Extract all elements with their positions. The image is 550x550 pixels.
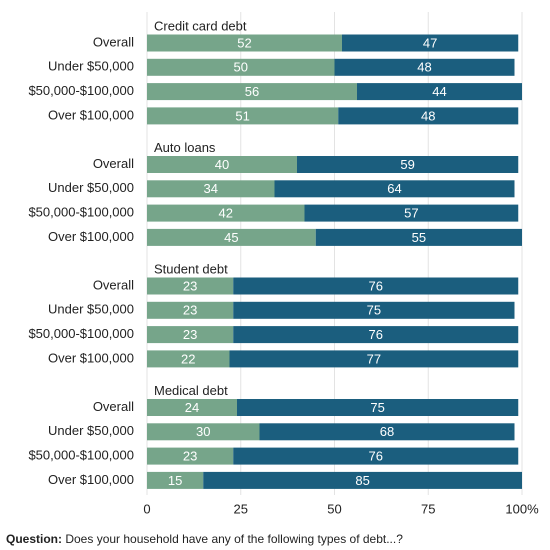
category-label: $50,000-$100,000: [28, 448, 134, 463]
page: 0 25 50 75 100% Credit card debt Overall 52 47 Un…: [6, 12, 540, 546]
bar-segment: [147, 204, 305, 222]
bar-segment: [147, 228, 316, 246]
chart: 0 25 50 75 100% Credit card debt Overall 52 47 Un…: [28, 12, 539, 516]
bar-segment: [147, 350, 230, 368]
value-label: 48: [417, 60, 431, 75]
group-title: Student debt: [154, 261, 228, 276]
group-title: Auto loans: [154, 140, 216, 155]
value-label: 76: [369, 327, 383, 342]
bar-segment: [334, 58, 515, 76]
value-label: 23: [183, 278, 197, 293]
value-label: 50: [234, 60, 248, 75]
bar-segment: [233, 326, 519, 344]
bar-segment: [147, 277, 234, 295]
value-label: 85: [355, 473, 369, 488]
bar-segment: [274, 180, 515, 198]
bar-segment: [147, 447, 234, 465]
bar-segment: [233, 301, 515, 319]
value-label: 75: [367, 303, 381, 318]
value-label: 52: [237, 35, 251, 50]
category-label: $50,000-$100,000: [28, 205, 134, 220]
value-label: 57: [404, 206, 418, 221]
value-label: 30: [196, 424, 210, 439]
category-label: Under $50,000: [48, 302, 134, 317]
value-label: 24: [185, 400, 199, 415]
bar-segment: [147, 423, 260, 441]
value-label: 44: [432, 84, 446, 99]
value-label: 55: [412, 230, 426, 245]
value-label: 42: [219, 206, 233, 221]
category-label: Overall: [93, 34, 134, 49]
bar-segment: [342, 34, 519, 52]
x-tick-label: 50: [327, 501, 341, 516]
question-label: Question:: [6, 532, 62, 546]
category-label: Over $100,000: [48, 472, 134, 487]
value-label: 15: [168, 473, 182, 488]
value-label: 34: [204, 181, 218, 196]
value-label: 40: [215, 157, 229, 172]
bar-segment: [147, 326, 234, 344]
category-label: Overall: [93, 156, 134, 171]
value-label: 76: [369, 278, 383, 293]
value-label: 23: [183, 327, 197, 342]
category-label: Under $50,000: [48, 423, 134, 438]
value-label: 45: [224, 230, 238, 245]
value-label: 76: [369, 449, 383, 464]
x-tick-label: 0: [143, 501, 150, 516]
bar-segment: [304, 204, 519, 222]
value-label: 23: [183, 449, 197, 464]
question-text: Does your household have any of the foll…: [65, 532, 403, 546]
value-label: 48: [421, 108, 435, 123]
category-label: $50,000-$100,000: [28, 326, 134, 341]
x-tick-label: 100%: [505, 501, 539, 516]
group-title: Medical debt: [154, 383, 228, 398]
category-label: Under $50,000: [48, 59, 134, 74]
category-label: Over $100,000: [48, 107, 134, 122]
value-label: 59: [400, 157, 414, 172]
category-label: Over $100,000: [48, 350, 134, 365]
bar-segment: [147, 399, 237, 416]
value-label: 77: [367, 351, 381, 366]
bar-segment: [259, 423, 515, 441]
bar-segment: [147, 156, 297, 173]
value-label: 23: [183, 303, 197, 318]
bar-segment: [147, 58, 335, 76]
value-label: 68: [380, 424, 394, 439]
value-label: 22: [181, 351, 195, 366]
bar-segment: [229, 350, 519, 368]
bar-segment: [147, 471, 204, 489]
bar-segment: [315, 228, 522, 246]
bar-segment: [233, 277, 519, 295]
value-label: 64: [387, 181, 401, 196]
category-label: Under $50,000: [48, 180, 134, 195]
bar-segment: [237, 399, 519, 416]
value-label: 75: [370, 400, 384, 415]
bar-segment: [203, 471, 522, 489]
bar-segment: [147, 107, 339, 125]
category-label: Overall: [93, 277, 134, 292]
bar-segment: [147, 301, 234, 319]
category-label: Over $100,000: [48, 229, 134, 244]
category-label: $50,000-$100,000: [28, 83, 134, 98]
bar-segment: [147, 180, 275, 198]
bar-segment: [338, 107, 519, 125]
bar-segment: [297, 156, 519, 173]
value-label: 47: [423, 35, 437, 50]
value-label: 51: [235, 108, 249, 123]
category-label: Overall: [93, 399, 134, 414]
group-title: Credit card debt: [154, 18, 247, 33]
value-label: 56: [245, 84, 259, 99]
question: Question: Does your household have any o…: [6, 532, 546, 546]
bar-segment: [357, 83, 522, 101]
bar-segment: [233, 447, 519, 465]
x-tick-label: 25: [234, 501, 248, 516]
bar-segment: [147, 34, 342, 52]
x-tick-label: 75: [421, 501, 435, 516]
bar-segment: [147, 83, 357, 101]
